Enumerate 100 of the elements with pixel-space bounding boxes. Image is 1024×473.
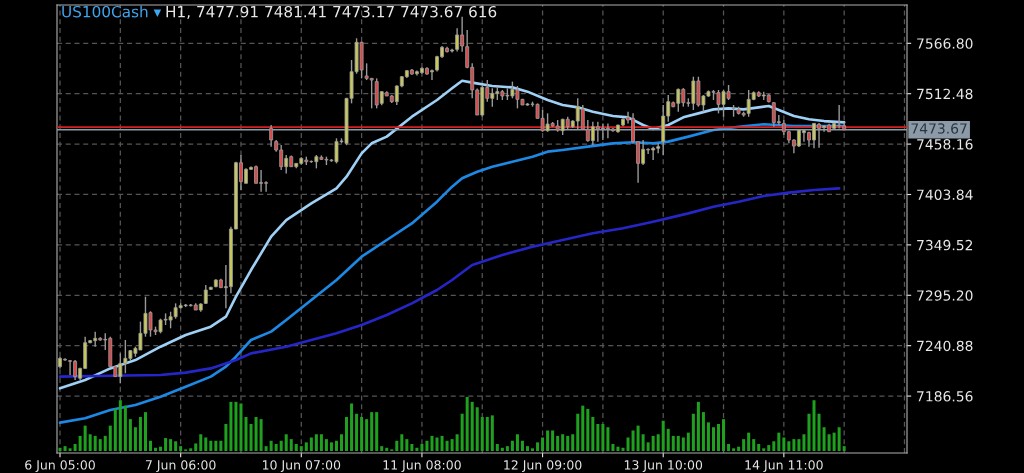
bar bbox=[757, 443, 761, 451]
bar bbox=[385, 447, 389, 451]
bar bbox=[621, 447, 625, 451]
bar bbox=[269, 440, 273, 451]
bar bbox=[505, 446, 509, 451]
bar bbox=[380, 446, 384, 451]
bar bbox=[148, 440, 152, 451]
bar bbox=[239, 403, 243, 451]
y-tick-label: 7458.16 bbox=[917, 139, 973, 150]
bar bbox=[787, 441, 791, 451]
bar bbox=[696, 401, 700, 451]
bar bbox=[611, 443, 615, 451]
bar bbox=[686, 432, 690, 451]
bar bbox=[113, 408, 117, 451]
bar bbox=[455, 434, 459, 451]
bar bbox=[174, 441, 178, 451]
bar bbox=[420, 443, 424, 451]
x-tick-label: 11 Jun 08:00 bbox=[383, 460, 461, 472]
x-tick-label: 13 Jun 10:00 bbox=[624, 460, 703, 472]
line-series bbox=[58, 79, 846, 390]
bar bbox=[229, 401, 233, 451]
bar bbox=[88, 434, 92, 451]
bar bbox=[661, 420, 665, 451]
bar bbox=[350, 403, 354, 451]
bar bbox=[782, 437, 786, 451]
bar bbox=[752, 439, 756, 451]
bar bbox=[561, 434, 565, 451]
bar bbox=[355, 413, 359, 451]
bar bbox=[596, 424, 600, 451]
bar bbox=[410, 443, 414, 451]
bar bbox=[525, 446, 529, 451]
bar bbox=[289, 439, 293, 451]
bar bbox=[520, 440, 524, 451]
bar bbox=[732, 448, 736, 451]
bar bbox=[822, 427, 826, 451]
bar bbox=[340, 434, 344, 451]
bar bbox=[671, 435, 675, 451]
bar bbox=[711, 427, 715, 451]
bar bbox=[767, 445, 771, 451]
bar bbox=[651, 435, 655, 451]
bar bbox=[827, 434, 831, 451]
bar bbox=[314, 434, 318, 451]
bar bbox=[430, 435, 434, 451]
bar bbox=[641, 434, 645, 451]
bar bbox=[169, 439, 173, 451]
bar bbox=[797, 439, 801, 451]
bar bbox=[591, 416, 595, 451]
bar bbox=[334, 440, 338, 451]
bar bbox=[264, 446, 268, 451]
bar bbox=[722, 419, 726, 451]
bar bbox=[616, 446, 620, 451]
x-tick-label: 7 Jun 06:00 bbox=[145, 460, 216, 472]
line-series bbox=[58, 187, 841, 378]
bar bbox=[324, 439, 328, 451]
bar bbox=[154, 447, 158, 451]
bar bbox=[792, 439, 796, 451]
y-tick-label: 7186.56 bbox=[917, 391, 973, 402]
bar bbox=[319, 434, 323, 451]
bar bbox=[204, 437, 208, 451]
bar bbox=[83, 425, 87, 451]
bar bbox=[304, 442, 308, 451]
bar bbox=[400, 434, 404, 451]
bar bbox=[681, 437, 685, 451]
bar bbox=[415, 447, 419, 451]
bar bbox=[425, 440, 429, 451]
bar bbox=[118, 400, 122, 451]
bar bbox=[716, 424, 721, 451]
bar bbox=[666, 428, 670, 451]
bar bbox=[209, 440, 213, 451]
x-tick-label: 6 Jun 05:00 bbox=[25, 460, 95, 472]
bar bbox=[566, 435, 570, 451]
bar bbox=[370, 412, 374, 451]
bar bbox=[345, 416, 349, 451]
bar bbox=[405, 439, 409, 451]
bar bbox=[576, 413, 580, 451]
bar bbox=[103, 435, 107, 451]
bar bbox=[224, 424, 228, 451]
bar bbox=[138, 416, 142, 451]
bar bbox=[329, 442, 333, 451]
bar bbox=[199, 434, 203, 451]
bar bbox=[234, 401, 238, 451]
bar bbox=[706, 422, 710, 451]
bar bbox=[546, 430, 550, 451]
bar bbox=[571, 434, 575, 451]
bar bbox=[465, 397, 469, 451]
bar bbox=[249, 424, 253, 451]
bar bbox=[63, 446, 67, 451]
bar bbox=[450, 439, 454, 451]
chart-title: US100Cash ▾ bbox=[62, 5, 162, 18]
bar bbox=[274, 443, 278, 451]
bar bbox=[259, 419, 263, 451]
bar bbox=[837, 427, 841, 451]
bar bbox=[626, 437, 630, 451]
bar bbox=[842, 446, 846, 451]
bar bbox=[531, 448, 535, 451]
bar bbox=[551, 430, 555, 451]
bar bbox=[676, 435, 680, 451]
bar bbox=[536, 442, 540, 451]
x-tick-label: 12 Jun 09:00 bbox=[504, 460, 582, 472]
chart-subtitle: H1, 7477.91 7481.41 7473.17 7473.67 616 bbox=[166, 5, 497, 19]
